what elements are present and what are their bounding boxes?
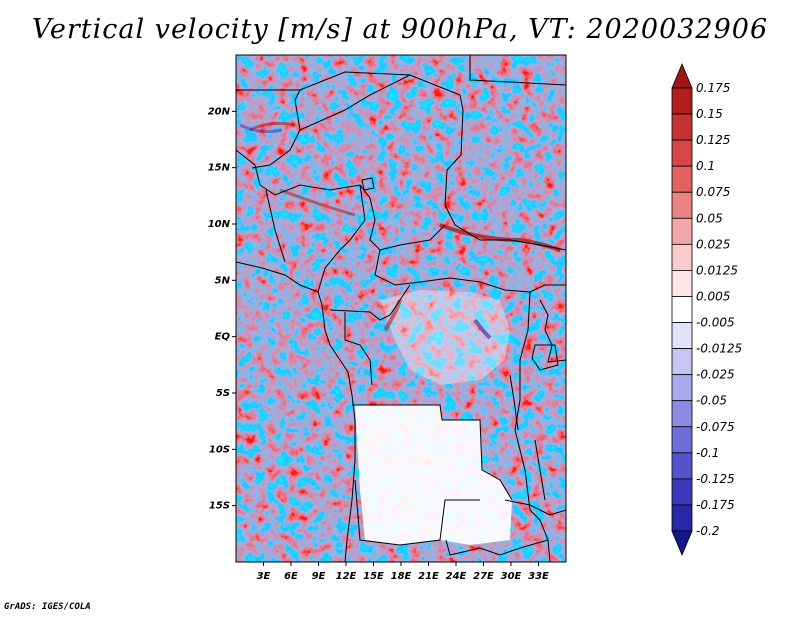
border (374, 249, 566, 293)
colorbar-segment (671, 374, 693, 402)
lake-chad (361, 177, 375, 191)
colorbar-segment (671, 165, 693, 193)
neutral-region (355, 405, 512, 545)
lat-tick-label: 20N (208, 106, 231, 117)
colorbar-label: -0.2 (696, 524, 719, 538)
latitude-axis: 20N 15N 10N 5N EQ 5S 10S 15S (208, 106, 236, 512)
colorbar-segment (671, 452, 693, 480)
colorbar-bottom-arrow (671, 530, 693, 557)
footer-credit: GrADS: IGES/COLA (4, 602, 91, 612)
border (236, 71, 566, 251)
colorbar-segment (671, 296, 693, 323)
lat-tick-label: 15S (209, 501, 230, 512)
border (514, 291, 549, 541)
lat-tick-label: 5S (216, 388, 230, 399)
border (369, 219, 446, 251)
lon-tick-label: 12E (336, 571, 357, 582)
blue-band-2 (239, 123, 283, 134)
border (265, 189, 286, 263)
lake-tanganyika (509, 374, 519, 431)
colorbar-segment (671, 243, 693, 271)
red-band-4 (383, 299, 402, 332)
colorbar-label: 0.15 (696, 107, 723, 121)
colorbar: 0.175 0.15 0.125 0.1 0.075 0.05 0.025 0.0125 0.0… (671, 62, 742, 557)
lat-tick-label: 10N (208, 219, 231, 230)
lon-tick-label: 9E (312, 571, 326, 582)
colorbar-label: 0.1 (696, 159, 715, 173)
colorbar-segment (671, 217, 693, 245)
border (504, 499, 566, 516)
colorbar-segment (671, 113, 693, 141)
colorbar-segment (671, 504, 693, 532)
lon-tick-label: 6E (284, 571, 298, 582)
colorbar-label: 0.125 (696, 133, 730, 147)
colorbar-segment (671, 426, 693, 454)
longitude-axis: 3E 6E 9E 12E 15E 18E 21E 24E 27E 30E 33E (257, 562, 549, 582)
map-title: Vertical velocity [m/s] at 900hPa, VT: 2… (31, 14, 769, 45)
lon-tick-label: 15E (363, 571, 384, 582)
border (344, 312, 373, 386)
red-band-2 (279, 188, 356, 217)
colorbar-segment (671, 322, 693, 349)
colorbar-segment (671, 478, 693, 506)
border (352, 404, 513, 501)
lon-tick-label: 27E (473, 571, 494, 582)
colorbar-label: 0.005 (696, 289, 730, 303)
lat-tick-label: EQ (215, 332, 231, 343)
colorbar-segment (671, 270, 693, 297)
border (299, 74, 411, 131)
coastline-west (236, 261, 356, 562)
colorbar-label: 0.025 (696, 237, 730, 251)
lon-tick-label: 33E (528, 571, 549, 582)
colorbar-label: -0.005 (696, 316, 735, 330)
border (251, 89, 301, 169)
colorbar-label: -0.175 (696, 498, 735, 512)
border (539, 299, 566, 363)
colorbar-label: 0.075 (696, 185, 730, 199)
neutral-region-2 (380, 290, 510, 385)
blue-band (473, 318, 492, 340)
colorbar-label: -0.1 (696, 446, 719, 460)
colorbar-top-arrow (671, 62, 693, 89)
lake-malawi (534, 439, 546, 501)
lon-tick-label: 21E (418, 571, 439, 582)
border (354, 479, 480, 546)
colorbar-label: 0.0125 (696, 263, 738, 277)
colorbar-segment (671, 87, 693, 115)
colorbar-label: -0.025 (696, 368, 735, 382)
lon-tick-label: 18E (391, 571, 412, 582)
colorbar-segment (671, 191, 693, 219)
colorbar-label: 0.175 (696, 81, 730, 95)
colorbar-segment (671, 400, 693, 428)
plot-area (236, 55, 566, 562)
lon-tick-label: 30E (501, 571, 522, 582)
lat-tick-label: 15N (208, 163, 231, 174)
colorbar-label: -0.0125 (696, 342, 742, 356)
colorbar-label: -0.075 (696, 420, 735, 434)
colorbar-label: 0.05 (696, 211, 723, 225)
colorbar-label: -0.125 (696, 472, 735, 486)
lon-tick-label: 24E (446, 571, 467, 582)
lat-tick-label: 5N (215, 275, 231, 286)
borders (236, 55, 566, 562)
lake-victoria (531, 344, 559, 371)
border (317, 184, 366, 293)
lat-tick-label: 10S (209, 444, 230, 455)
border (329, 284, 411, 321)
colorbar-segment (671, 348, 693, 376)
border (445, 539, 551, 562)
border (236, 149, 376, 221)
colorbar-label: -0.05 (696, 394, 727, 408)
lon-tick-label: 3E (257, 571, 271, 582)
border (469, 55, 566, 86)
colorbar-segment (671, 139, 693, 167)
